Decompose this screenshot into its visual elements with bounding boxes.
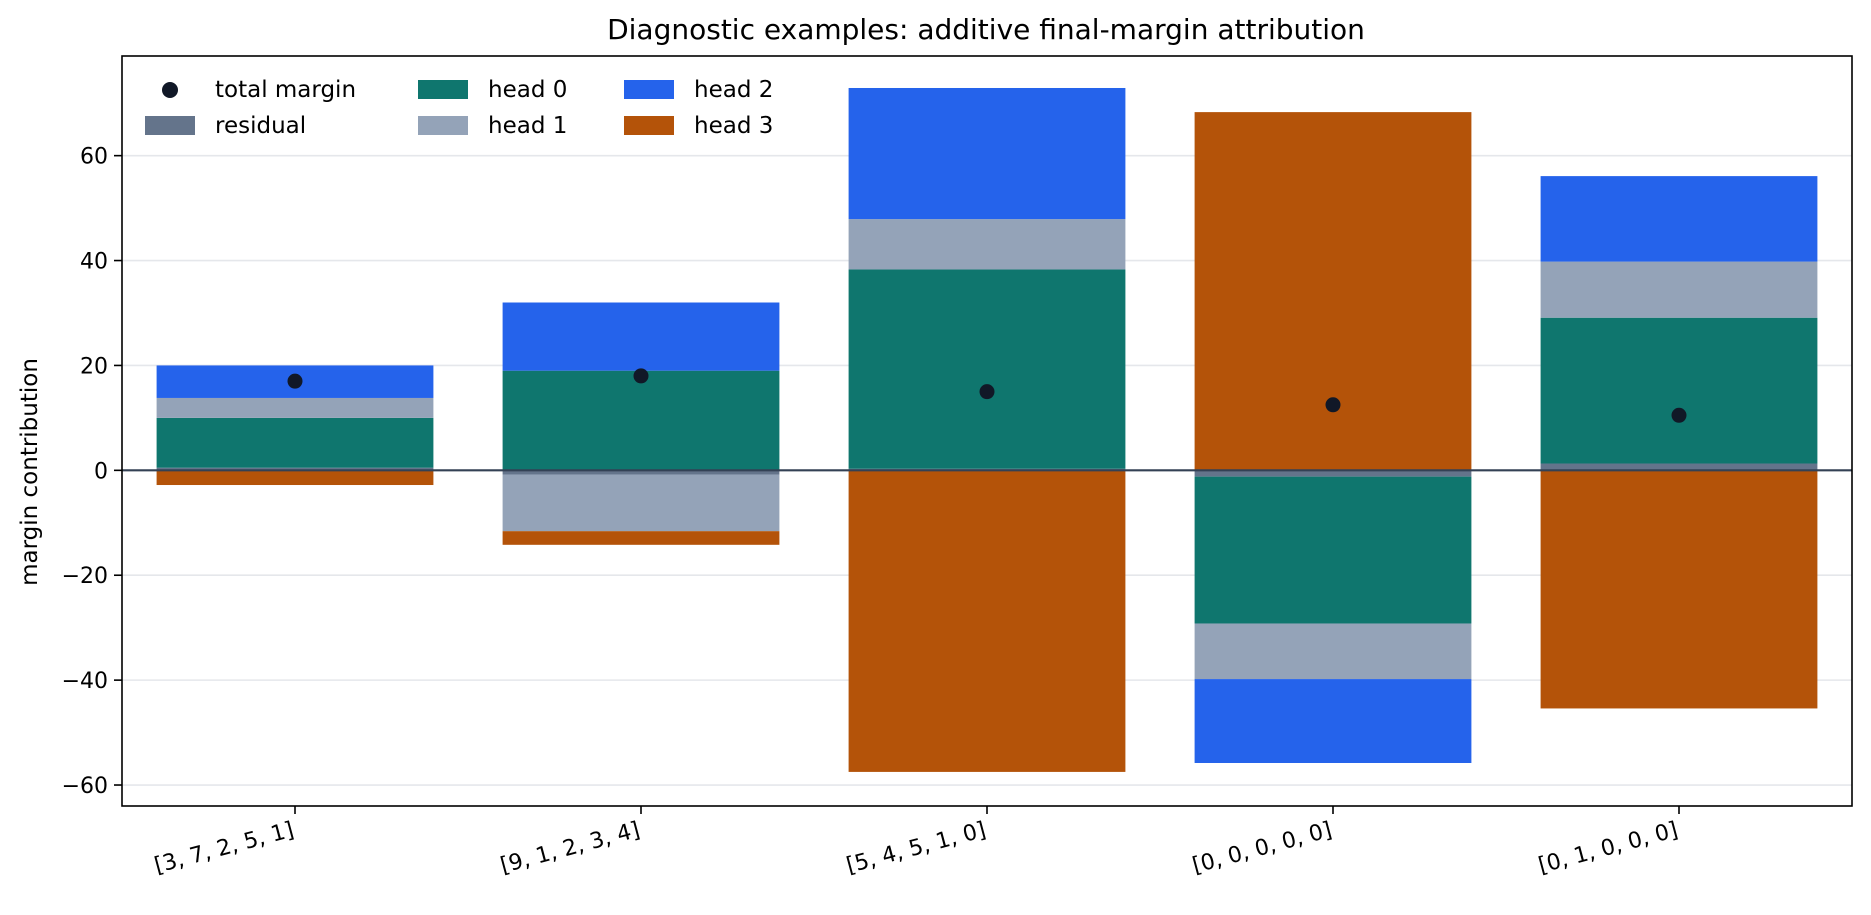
x-tick-label: [0, 1, 0, 0, 0] [1536,818,1681,879]
y-tick-label: 20 [80,354,108,379]
total-margin-point [287,373,303,389]
x-tick-label: [0, 0, 0, 0, 0] [1190,818,1335,879]
bar-segment [156,470,434,486]
legend-label: head 3 [694,113,773,139]
legend-label: head 1 [488,113,567,139]
legend-label: total margin [215,77,356,103]
bar-segment [502,470,780,475]
bar-segment [1194,679,1472,763]
legend-swatch [624,116,674,135]
y-tick-label: −60 [62,774,108,799]
bar-segment [1194,470,1472,477]
total-margin-point [1325,397,1341,413]
bar-segment [1540,176,1818,262]
bar-segment [848,87,1126,220]
bar-segment [848,470,1126,772]
bar-segment [502,474,780,532]
x-tick-label: [9, 1, 2, 3, 4] [498,818,643,879]
bars [156,87,1818,772]
bar-segment [1540,261,1818,318]
bar-segment [1540,463,1818,471]
bar-segment [502,302,780,371]
bar-segment [156,397,434,418]
bar-segment [848,269,1126,469]
bar-segment [1194,112,1472,471]
legend-label: head 0 [488,77,567,103]
bar-segment [502,370,780,471]
bar-segment [156,417,434,468]
bar-segment [1194,623,1472,680]
y-axis-label: margin contribution [17,358,43,586]
legend-swatch [145,116,195,135]
legend-swatch [418,116,468,135]
bar-segment [156,467,434,471]
bar-segment [1540,317,1818,464]
chart-title: Diagnostic examples: additive final-marg… [607,13,1365,46]
legend-swatch [418,80,468,99]
x-tick-label: [3, 7, 2, 5, 1] [152,818,297,879]
bar-segment [1194,476,1472,624]
y-tick-label: −40 [62,669,108,694]
legend-marker-total-margin [162,82,178,98]
x-tick-label: [5, 4, 5, 1, 0] [844,818,989,879]
legend: total margin residual head 0 head 1 head 2 he… [145,77,773,139]
bar-segment [1540,470,1818,709]
total-margin-points [287,368,1687,423]
total-margin-point [1671,407,1687,423]
total-margin-point [633,368,649,384]
legend-swatch [624,80,674,99]
bar-segment [848,219,1126,270]
legend-label: head 2 [694,77,773,103]
legend-label: residual [215,113,306,139]
y-tick-label: 60 [80,145,108,170]
bar-segment [502,531,780,545]
y-tick-label: 40 [80,250,108,275]
y-tick-label: 0 [94,459,108,484]
total-margin-point [979,384,995,400]
y-tick-label: −20 [62,564,108,589]
